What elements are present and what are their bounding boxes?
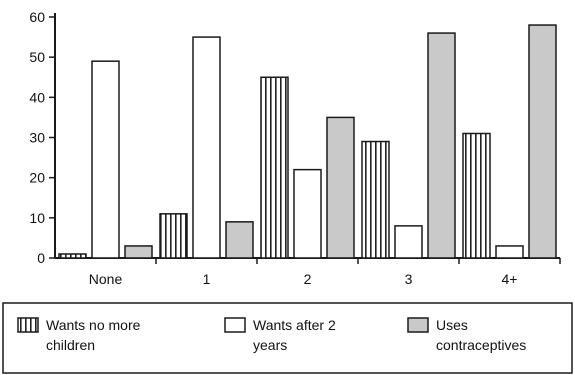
bar-blank-2 bbox=[293, 168, 322, 259]
bar-gray-3 bbox=[427, 32, 456, 259]
legend-box bbox=[2, 302, 573, 374]
bar-gray-2 bbox=[326, 116, 355, 259]
legend-label-line: Wants after 2 bbox=[253, 317, 336, 333]
legend-label-line: contraceptives bbox=[436, 337, 526, 353]
y-tick-label: 30 bbox=[29, 130, 45, 146]
tick-labels: 0 10 20 30 40 50 60 None 1 2 3 4+ bbox=[29, 9, 517, 287]
y-tick-label: 50 bbox=[29, 49, 45, 65]
bar-blank-4 bbox=[495, 245, 524, 259]
bar-blank-3 bbox=[394, 225, 423, 259]
x-tick-label: 2 bbox=[304, 271, 312, 287]
bar-gray-0 bbox=[124, 245, 153, 259]
bar-gray-1 bbox=[225, 221, 254, 259]
legend-label-line: Uses bbox=[436, 317, 468, 333]
x-tick-label: 4+ bbox=[502, 271, 518, 287]
bars bbox=[58, 24, 557, 259]
legend-swatch-vertical-stripes bbox=[17, 317, 39, 333]
bar-blank-1 bbox=[192, 36, 221, 259]
y-tick-label: 20 bbox=[29, 170, 45, 186]
y-tick-label: 0 bbox=[37, 250, 45, 266]
legend-label: Wants no more children bbox=[46, 317, 141, 353]
legend-label: Wants after 2 years bbox=[253, 317, 336, 353]
legend: Wants no more children Wants after 2 years U… bbox=[2, 302, 573, 374]
x-tick-label: None bbox=[89, 271, 123, 287]
legend-swatch-gray bbox=[407, 317, 429, 333]
bar-vertical-stripes-4 bbox=[462, 132, 491, 259]
bar-gray-4 bbox=[528, 24, 557, 259]
legend-label-line: years bbox=[253, 337, 287, 353]
x-tick-label: 1 bbox=[203, 271, 211, 287]
x-tick-label: 3 bbox=[405, 271, 413, 287]
bar-vertical-stripes-2 bbox=[260, 76, 289, 259]
legend-label-line: children bbox=[46, 337, 95, 353]
y-tick-label: 40 bbox=[29, 89, 45, 105]
bar-vertical-stripes-0 bbox=[58, 253, 87, 259]
y-tick-label: 10 bbox=[29, 210, 45, 226]
bar-blank-0 bbox=[91, 60, 120, 259]
legend-label-line: Wants no more bbox=[46, 317, 141, 333]
legend-label: Uses contraceptives bbox=[436, 317, 526, 353]
bar-vertical-stripes-3 bbox=[361, 140, 390, 259]
legend-swatch-blank bbox=[224, 317, 246, 333]
y-tick-label: 60 bbox=[29, 9, 45, 25]
bar-vertical-stripes-1 bbox=[159, 213, 188, 259]
